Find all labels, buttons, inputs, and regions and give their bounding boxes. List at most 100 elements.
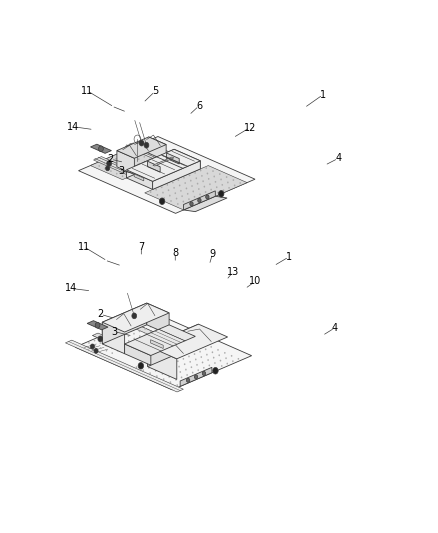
Circle shape — [149, 373, 151, 374]
Text: 6: 6 — [196, 101, 202, 111]
Circle shape — [144, 142, 149, 148]
Polygon shape — [134, 174, 144, 181]
Circle shape — [210, 370, 211, 372]
Circle shape — [143, 146, 145, 148]
Circle shape — [212, 351, 213, 353]
Polygon shape — [151, 340, 163, 349]
Circle shape — [184, 364, 185, 365]
Polygon shape — [148, 137, 166, 161]
Circle shape — [128, 335, 129, 337]
Circle shape — [204, 343, 205, 345]
Circle shape — [139, 341, 141, 342]
Circle shape — [170, 381, 171, 383]
Circle shape — [167, 370, 169, 372]
Text: 2: 2 — [108, 154, 114, 164]
Polygon shape — [153, 157, 174, 166]
Text: 9: 9 — [209, 248, 215, 259]
Circle shape — [222, 184, 223, 185]
Circle shape — [159, 362, 161, 364]
Circle shape — [155, 151, 156, 153]
Circle shape — [110, 160, 111, 162]
Circle shape — [199, 375, 200, 376]
Text: 3: 3 — [111, 327, 117, 336]
Polygon shape — [102, 303, 147, 344]
Circle shape — [197, 183, 198, 184]
Circle shape — [106, 166, 110, 171]
Circle shape — [167, 328, 169, 330]
Circle shape — [161, 187, 162, 188]
Circle shape — [198, 188, 199, 190]
Circle shape — [232, 360, 233, 362]
Polygon shape — [127, 149, 174, 178]
Circle shape — [182, 382, 184, 384]
Circle shape — [112, 352, 113, 354]
Polygon shape — [184, 191, 215, 210]
Circle shape — [185, 369, 187, 370]
Circle shape — [155, 156, 156, 158]
Circle shape — [160, 149, 162, 150]
Circle shape — [188, 356, 190, 357]
Circle shape — [183, 358, 184, 360]
Circle shape — [166, 156, 168, 158]
Circle shape — [226, 176, 227, 178]
Circle shape — [162, 331, 163, 333]
Circle shape — [132, 161, 134, 163]
Text: 4: 4 — [335, 154, 341, 163]
Circle shape — [207, 173, 208, 174]
Circle shape — [176, 355, 177, 357]
Circle shape — [127, 173, 129, 175]
Circle shape — [127, 325, 129, 327]
Circle shape — [149, 154, 151, 155]
Circle shape — [205, 349, 206, 350]
Circle shape — [145, 333, 146, 335]
Circle shape — [144, 166, 145, 167]
Circle shape — [205, 191, 206, 193]
Polygon shape — [125, 143, 172, 164]
Text: 7: 7 — [138, 243, 145, 253]
Circle shape — [138, 362, 144, 369]
Circle shape — [166, 151, 167, 153]
Circle shape — [194, 196, 195, 198]
Circle shape — [180, 371, 181, 373]
Polygon shape — [94, 157, 140, 177]
Circle shape — [117, 350, 119, 352]
Circle shape — [206, 197, 208, 198]
Circle shape — [227, 182, 229, 183]
Polygon shape — [102, 322, 125, 354]
Circle shape — [196, 364, 198, 366]
Circle shape — [175, 379, 177, 381]
Circle shape — [201, 199, 202, 200]
Circle shape — [152, 359, 154, 361]
Circle shape — [184, 182, 186, 184]
Circle shape — [179, 184, 180, 186]
Polygon shape — [75, 313, 251, 390]
Circle shape — [138, 326, 140, 327]
Circle shape — [106, 350, 107, 351]
Circle shape — [143, 151, 145, 152]
Circle shape — [216, 187, 217, 188]
Circle shape — [202, 372, 206, 376]
Circle shape — [199, 351, 201, 352]
Circle shape — [191, 366, 192, 368]
Circle shape — [88, 342, 90, 344]
Circle shape — [99, 165, 100, 167]
Circle shape — [144, 161, 145, 163]
Text: 11: 11 — [81, 86, 93, 95]
Polygon shape — [122, 320, 163, 338]
Circle shape — [200, 169, 201, 171]
Circle shape — [166, 365, 167, 367]
Text: 2: 2 — [97, 309, 104, 319]
Circle shape — [213, 357, 214, 359]
Text: 12: 12 — [244, 123, 256, 133]
Circle shape — [181, 376, 182, 378]
Circle shape — [115, 158, 117, 159]
Circle shape — [211, 189, 212, 190]
Circle shape — [158, 357, 159, 359]
Circle shape — [233, 179, 234, 181]
Polygon shape — [92, 333, 134, 351]
Polygon shape — [127, 149, 200, 181]
Circle shape — [195, 359, 197, 360]
Circle shape — [176, 198, 177, 199]
Circle shape — [178, 366, 180, 367]
Circle shape — [90, 344, 95, 349]
